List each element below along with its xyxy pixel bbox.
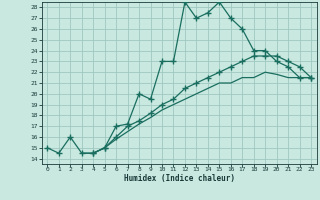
X-axis label: Humidex (Indice chaleur): Humidex (Indice chaleur) xyxy=(124,174,235,183)
